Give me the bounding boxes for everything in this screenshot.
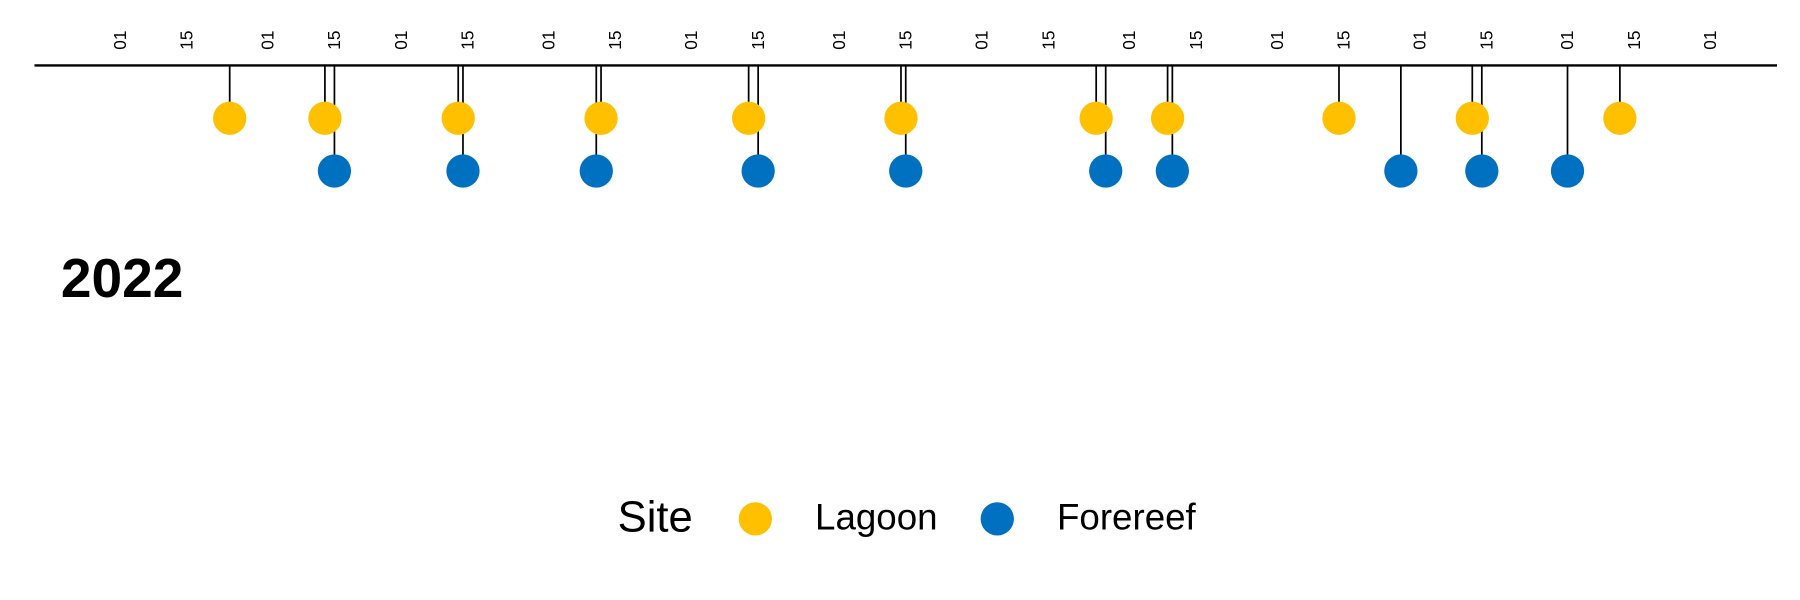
legend-title: Site (618, 494, 693, 542)
x-tick-label: 01 (1410, 31, 1430, 50)
event-point (584, 101, 618, 135)
x-tick-label: 15 (457, 31, 477, 50)
legend-label: Forereef (1057, 497, 1197, 538)
event-point (1465, 154, 1499, 188)
event-point (441, 101, 475, 135)
legend: Site (618, 494, 693, 542)
legend-swatch (738, 502, 773, 536)
event-point (317, 154, 352, 188)
chart-title: 2022 (61, 247, 184, 309)
x-tick-label: 01 (681, 31, 701, 50)
x-tick-label: 15 (1333, 31, 1353, 50)
x-tick-label: 15 (895, 31, 915, 50)
x-tick-label: 15 (324, 31, 344, 50)
event-point (1089, 154, 1123, 188)
event-point (1603, 101, 1637, 135)
event-point (1550, 154, 1585, 188)
legend-label: Lagoon (815, 497, 938, 538)
x-tick-label: 15 (1186, 31, 1206, 50)
event-point (446, 154, 480, 188)
event-point (213, 101, 247, 135)
event-point (579, 154, 613, 188)
event-point (308, 101, 342, 135)
x-tick-label: 15 (177, 31, 197, 50)
x-tick-label: 01 (1119, 31, 1139, 50)
event-point (1384, 154, 1418, 188)
event-point (731, 101, 766, 135)
x-tick-label: 01 (110, 31, 130, 50)
x-tick-label: 15 (1038, 31, 1058, 50)
x-tick-label: 15 (1624, 31, 1644, 50)
event-point (884, 101, 918, 135)
x-tick-label: 01 (972, 31, 992, 50)
event-point (741, 154, 775, 188)
x-tick-label: 01 (538, 31, 558, 50)
legend-swatch (980, 502, 1014, 536)
x-tick-label: 01 (1700, 31, 1720, 50)
x-tick-label: 01 (1267, 31, 1287, 50)
x-tick-label: 01 (391, 31, 411, 50)
x-tick-label: 15 (1476, 31, 1496, 50)
event-point (889, 154, 923, 188)
event-point (1322, 101, 1356, 135)
x-tick-label: 15 (605, 31, 625, 50)
event-point (1150, 101, 1185, 135)
x-tick-label: 15 (748, 31, 768, 50)
x-tick-label: 01 (257, 31, 277, 50)
x-tick-label: 01 (829, 31, 849, 50)
event-point (1155, 154, 1189, 188)
event-point (1079, 101, 1113, 135)
event-point (1455, 101, 1489, 135)
x-tick-label: 01 (1557, 31, 1577, 50)
